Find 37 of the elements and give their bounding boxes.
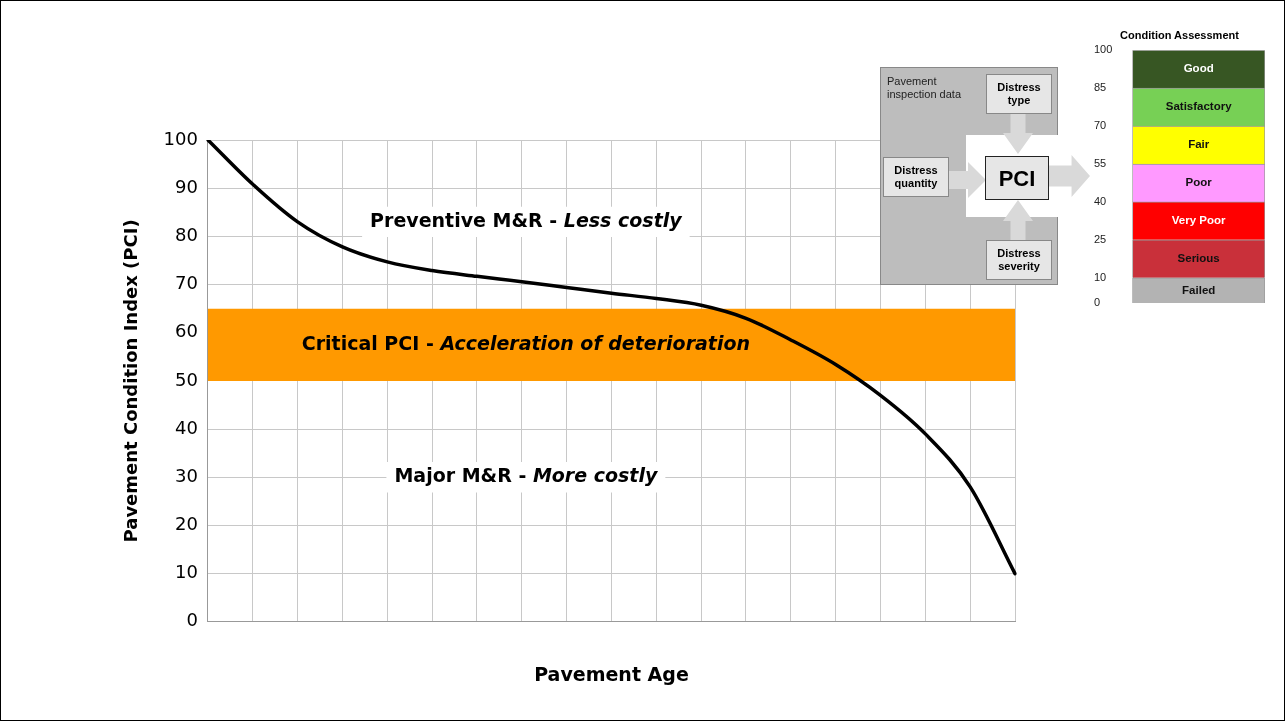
annotation: Distress quantity (883, 157, 949, 197)
series-label: Failed (1182, 283, 1216, 296)
y-tick-label: 70 (175, 272, 198, 294)
y-tick-label: 0 (186, 609, 198, 631)
y-tick-label: 25 (1094, 232, 1107, 245)
annotation: Distress severity (986, 240, 1052, 280)
y-tick-label: 20 (175, 513, 198, 535)
y-tick-label: 30 (175, 464, 198, 486)
y-axis-title: Pavement Condition Index (PCI) (120, 219, 142, 543)
text: Pavement inspection data (887, 75, 962, 101)
y-tick-label: 50 (175, 368, 198, 390)
y-tick-label: 85 (1094, 81, 1107, 94)
y-tick-label: 10 (175, 561, 198, 583)
series-label: Good (1183, 62, 1214, 75)
y-tick-label: 40 (1094, 194, 1107, 207)
x-axis-title: Pavement Age (534, 662, 689, 685)
series-label: Serious (1177, 251, 1220, 264)
band-label: Critical PCI - Acceleration of deterioration (301, 331, 751, 354)
series-label: Satisfactory (1165, 100, 1233, 113)
y-tick-label: 0 (1094, 296, 1101, 309)
series-label: Poor (1185, 176, 1213, 189)
y-tick-label: 40 (175, 416, 198, 438)
annotation: PCI (985, 156, 1049, 200)
annotation: Major M&R - More costly (394, 464, 659, 487)
y-tick-label: 90 (175, 175, 198, 197)
y-tick-label: 100 (1094, 43, 1113, 56)
series-label: Fair (1188, 138, 1210, 151)
y-tick-label: 80 (175, 224, 198, 246)
y-tick-label: 55 (1094, 156, 1107, 169)
y-tick-label: 60 (175, 320, 198, 342)
series-label: Very Poor (1171, 214, 1227, 227)
y-tick-label: 70 (1094, 119, 1107, 132)
y-tick-label: 10 (1094, 270, 1107, 283)
chart-title: Condition Assessment (1120, 28, 1240, 41)
annotation: Preventive M&R - Less costly (370, 208, 684, 231)
y-tick-label: 100 (163, 127, 198, 149)
text: Distress type (986, 74, 1052, 114)
